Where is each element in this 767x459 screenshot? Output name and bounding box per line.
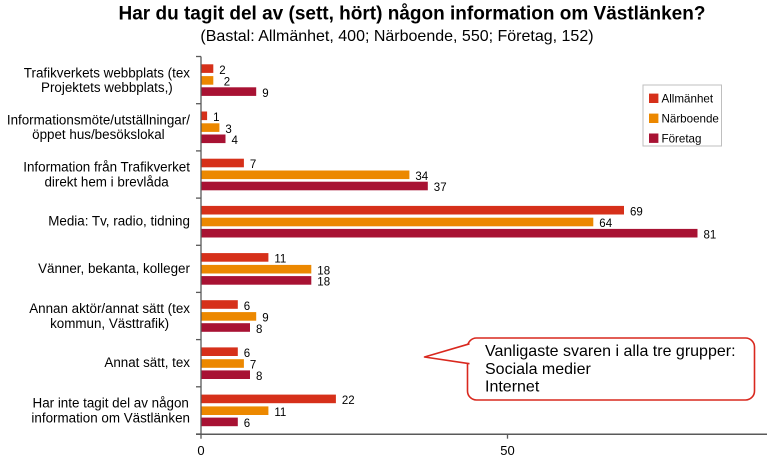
svg-text:18: 18 (317, 265, 330, 277)
svg-text:11: 11 (274, 254, 286, 266)
svg-text:64: 64 (599, 218, 612, 230)
svg-text:(Bastal: Allmänhet, 400; Närbo: (Bastal: Allmänhet, 400; Närboende, 550;… (200, 28, 593, 45)
svg-text:81: 81 (704, 229, 717, 241)
svg-text:kommun, Västtrafik): kommun, Västtrafik) (50, 316, 169, 331)
svg-text:Annat sätt, tex: Annat sätt, tex (104, 355, 190, 370)
svg-text:Projektets webbplats,): Projektets webbplats,) (41, 80, 173, 95)
svg-text:information om Västlänken: information om Västlänken (31, 410, 190, 425)
svg-text:6: 6 (244, 301, 250, 313)
svg-text:69: 69 (630, 206, 643, 218)
svg-text:9: 9 (262, 88, 268, 100)
svg-text:1: 1 (213, 112, 219, 124)
svg-text:Internet: Internet (485, 379, 540, 396)
svg-text:öppet hus/besökslokal: öppet hus/besökslokal (32, 127, 165, 142)
svg-text:Närboende: Närboende (662, 112, 719, 125)
svg-text:8: 8 (256, 371, 262, 383)
svg-text:22: 22 (342, 395, 355, 407)
svg-text:Informationsmöte/utställningar: Informationsmöte/utställningar/ (7, 113, 190, 128)
svg-text:Sociala medier: Sociala medier (485, 361, 592, 378)
svg-text:Information från Trafikverket: Information från Trafikverket (23, 160, 190, 175)
svg-text:6: 6 (244, 348, 250, 360)
svg-text:7: 7 (250, 159, 256, 171)
svg-text:Företag: Företag (662, 132, 702, 145)
svg-text:direkt hem i brevlåda: direkt hem i brevlåda (44, 174, 169, 189)
svg-text:Vanligaste svaren i alla tre g: Vanligaste svaren i alla tre grupper: (485, 343, 736, 360)
svg-text:3: 3 (225, 124, 231, 136)
svg-text:7: 7 (250, 360, 256, 372)
svg-text:50: 50 (500, 443, 514, 458)
svg-text:0: 0 (197, 443, 204, 458)
svg-text:Media: Tv, radio, tidning: Media: Tv, radio, tidning (48, 214, 190, 229)
svg-text:6: 6 (244, 418, 250, 430)
svg-text:Allmänhet: Allmänhet (662, 92, 714, 105)
svg-text:8: 8 (256, 324, 262, 336)
svg-text:34: 34 (415, 171, 428, 183)
svg-text:Har du tagit del av (sett, hör: Har du tagit del av (sett, hört) någon i… (119, 4, 706, 25)
svg-text:Har inte tagit del av någon: Har inte tagit del av någon (33, 396, 189, 411)
svg-text:9: 9 (262, 313, 268, 325)
svg-text:4: 4 (232, 135, 239, 147)
svg-text:11: 11 (274, 407, 286, 419)
svg-text:Vänner, bekanta, kolleger: Vänner, bekanta, kolleger (38, 261, 190, 276)
svg-text:18: 18 (317, 277, 330, 289)
svg-text:Annan aktör/annat sätt (tex: Annan aktör/annat sätt (tex (29, 301, 190, 316)
svg-text:2: 2 (219, 65, 225, 77)
svg-text:2: 2 (224, 77, 230, 89)
svg-text:Trafikverkets webbplats (tex: Trafikverkets webbplats (tex (24, 65, 191, 80)
svg-text:37: 37 (434, 182, 447, 194)
